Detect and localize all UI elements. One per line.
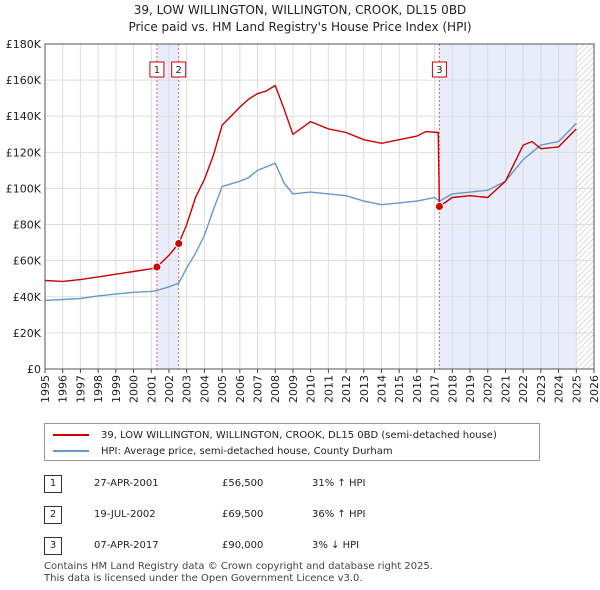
- x-tick-label: 1998: [92, 375, 105, 403]
- footer-licence: This data is licensed under the Open Gov…: [44, 573, 363, 584]
- shaded-range-1: [156, 44, 179, 369]
- sale-row: 1 27-APR-2001 £56,500 31% ↑ HPI: [44, 475, 464, 493]
- legend-line-property: [53, 434, 89, 436]
- sale-date: 19-JUL-2002: [94, 509, 156, 520]
- y-tick-label: £100K: [6, 182, 42, 195]
- sale-number: 1: [44, 475, 62, 493]
- x-tick-label: 1999: [110, 375, 123, 403]
- sale-label-box-3: [431, 61, 447, 78]
- y-tick-label: £40K: [13, 291, 42, 304]
- sale-label-2: 2: [176, 65, 182, 76]
- sale-price: £69,500: [222, 509, 264, 520]
- price-chart: £0 £20K £40K £60K £80K £100K £120K £140K £160K £1…: [6, 38, 600, 403]
- sale-label-box-1: [149, 61, 165, 78]
- x-tick-label: 2010: [305, 375, 318, 403]
- x-tick-label: 2023: [535, 375, 548, 403]
- sale-label-box-2: [171, 61, 187, 78]
- sale-date: 07-APR-2017: [94, 540, 159, 551]
- sale-row: 2 19-JUL-2002 £69,500 36% ↑ HPI: [44, 506, 464, 524]
- x-tick-label: 2009: [287, 375, 300, 403]
- x-tick-label: 2026: [588, 375, 600, 403]
- chart-title-line1: 39, LOW WILLINGTON, WILLINGTON, CROOK, D…: [133, 3, 467, 17]
- sale-date: 27-APR-2001: [94, 478, 159, 489]
- x-tick-label: 1996: [57, 375, 70, 403]
- sale-label-3: 3: [436, 65, 442, 76]
- y-tick-label: £0: [27, 363, 41, 376]
- x-tick-label: 1995: [39, 375, 52, 403]
- sale-point-2: [174, 239, 184, 249]
- x-tick-label: 2003: [181, 375, 194, 403]
- x-tick-label: 2018: [446, 375, 459, 403]
- y-tick-label: £20K: [13, 327, 42, 340]
- x-tick-label: 2017: [429, 375, 442, 403]
- x-tick-label: 2001: [145, 375, 158, 403]
- legend-label-hpi: HPI: Average price, semi-detached house,…: [101, 445, 393, 457]
- legend-item-property: 39, LOW WILLINGTON, WILLINGTON, CROOK, D…: [53, 428, 497, 442]
- sale-price: £56,500: [222, 478, 264, 489]
- y-tick-label: £140K: [6, 110, 42, 123]
- forecast-hatch: [576, 44, 594, 369]
- x-tick-label: 2019: [464, 375, 477, 403]
- sale-label-1: 1: [154, 65, 160, 76]
- sale-point-1: [152, 262, 162, 272]
- x-tick-label: 1997: [74, 375, 87, 403]
- x-tick-label: 2000: [128, 375, 141, 403]
- chart-title-line2: Price paid vs. HM Land Registry's House …: [128, 20, 472, 34]
- x-tick-label: 2025: [570, 375, 583, 403]
- shaded-range-2: [439, 44, 577, 369]
- legend-line-hpi: [53, 450, 89, 452]
- x-tick-label: 2016: [411, 375, 424, 403]
- x-tick-label: 2004: [198, 375, 211, 403]
- x-tick-label: 2020: [482, 375, 495, 403]
- x-tick-label: 2011: [322, 375, 335, 403]
- x-tick-label: 2021: [499, 375, 512, 403]
- legend-label-property: 39, LOW WILLINGTON, WILLINGTON, CROOK, D…: [101, 429, 497, 441]
- x-tick-label: 2007: [252, 375, 265, 403]
- x-tick-label: 2013: [358, 375, 371, 403]
- y-tick-label: £80K: [13, 219, 42, 232]
- x-tick-label: 2006: [234, 375, 247, 403]
- legend-item-hpi: HPI: Average price, semi-detached house,…: [53, 444, 393, 458]
- x-tick-label: 2022: [517, 375, 530, 403]
- sale-row: 3 07-APR-2017 £90,000 3% ↓ HPI: [44, 537, 464, 555]
- y-tick-label: £60K: [13, 255, 42, 268]
- x-tick-label: 2014: [375, 375, 388, 403]
- y-tick-label: £160K: [6, 74, 42, 87]
- sale-hpi-change: 3% ↓ HPI: [312, 540, 360, 551]
- plot-frame: [44, 43, 595, 370]
- sale-point-3: [434, 202, 444, 211]
- chart-legend: 39, LOW WILLINGTON, WILLINGTON, CROOK, D…: [44, 423, 540, 461]
- x-tick-label: 2005: [216, 375, 229, 403]
- y-tick-label: £120K: [6, 146, 42, 159]
- sale-number: 2: [44, 506, 62, 524]
- series-line-hpi: [44, 122, 577, 302]
- x-tick-label: 2015: [393, 375, 406, 403]
- x-tick-label: 2012: [340, 375, 353, 403]
- sale-hpi-change: 36% ↑ HPI: [312, 509, 366, 520]
- x-tick-label: 2024: [553, 375, 566, 403]
- sale-price: £90,000: [222, 540, 264, 551]
- x-tick-label: 2008: [269, 375, 282, 403]
- y-tick-label: £180K: [6, 38, 42, 51]
- sale-hpi-change: 31% ↑ HPI: [312, 478, 366, 489]
- footer-copyright: Contains HM Land Registry data © Crown c…: [44, 561, 433, 572]
- x-tick-label: 2002: [163, 375, 176, 403]
- sale-number: 3: [44, 537, 62, 555]
